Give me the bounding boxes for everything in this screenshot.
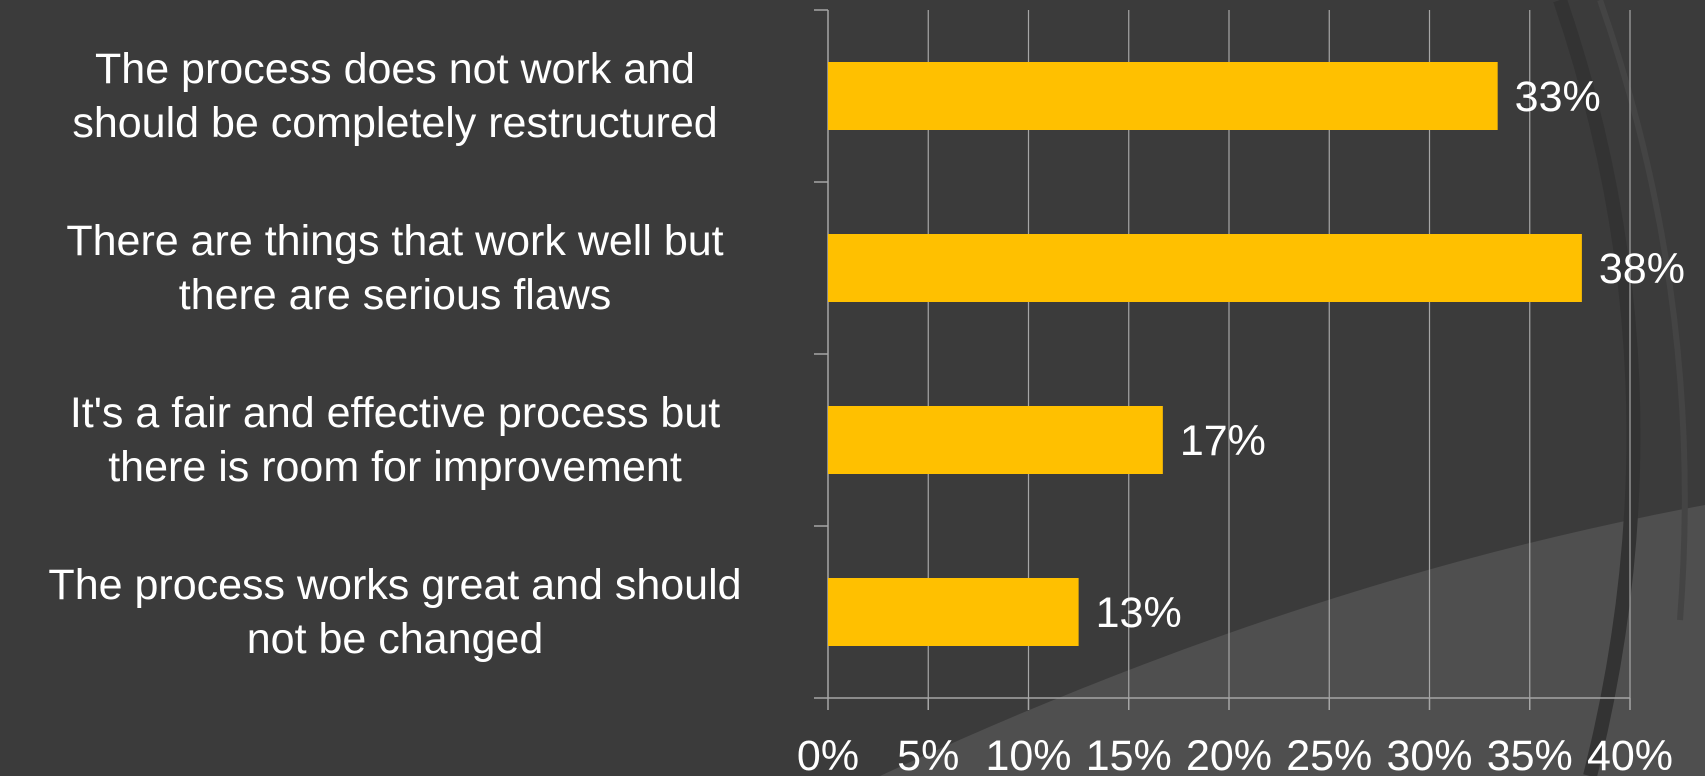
bar	[828, 62, 1498, 130]
category-label-line: there is room for improvement	[108, 443, 682, 491]
data-label: 13%	[1096, 589, 1182, 637]
category-label-line: There are things that work well but	[66, 217, 724, 265]
x-tick-label: 20%	[1186, 732, 1272, 776]
category-label: The process does not work and should be c…	[0, 42, 790, 150]
x-tick-label: 35%	[1487, 732, 1573, 776]
category-labels: The process does not work and should be c…	[0, 0, 800, 776]
x-tick-label: 30%	[1386, 732, 1472, 776]
x-tick-label: 15%	[1086, 732, 1172, 776]
category-label-line: should be completely restructured	[72, 99, 718, 147]
category-label-line: The process works great and should	[48, 561, 742, 609]
category-label-line: The process does not work and	[95, 45, 695, 93]
x-tick-label: 10%	[985, 732, 1071, 776]
x-tick-labels: 0% 5% 10% 15% 20% 25% 30% 35% 40%	[797, 732, 1673, 776]
category-label: The process works great and should not be…	[0, 558, 790, 666]
decor-arc-inner	[1597, 0, 1688, 621]
decorative-background-arcs	[880, 0, 1705, 776]
bar	[828, 406, 1163, 474]
data-label: 17%	[1180, 417, 1266, 465]
bar	[828, 234, 1582, 302]
category-label-line: It's a fair and effective process but	[69, 389, 721, 437]
x-tick-label: 25%	[1286, 732, 1372, 776]
bar	[828, 578, 1079, 646]
x-tick-label: 5%	[897, 732, 959, 776]
category-label: There are things that work well but there…	[0, 214, 790, 322]
x-tick-label: 0%	[797, 732, 859, 776]
decor-arc	[1553, 0, 1641, 776]
data-labels: 33% 38% 17% 13%	[1096, 73, 1685, 637]
category-label: It's a fair and effective process but the…	[0, 386, 790, 494]
bars	[828, 62, 1582, 646]
category-label-line: not be changed	[246, 615, 544, 663]
x-tick-label: 40%	[1587, 732, 1673, 776]
data-label: 38%	[1599, 245, 1685, 293]
category-label-line: there are serious flaws	[178, 271, 612, 319]
decor-wedge	[880, 505, 1705, 776]
data-label: 33%	[1515, 73, 1601, 121]
